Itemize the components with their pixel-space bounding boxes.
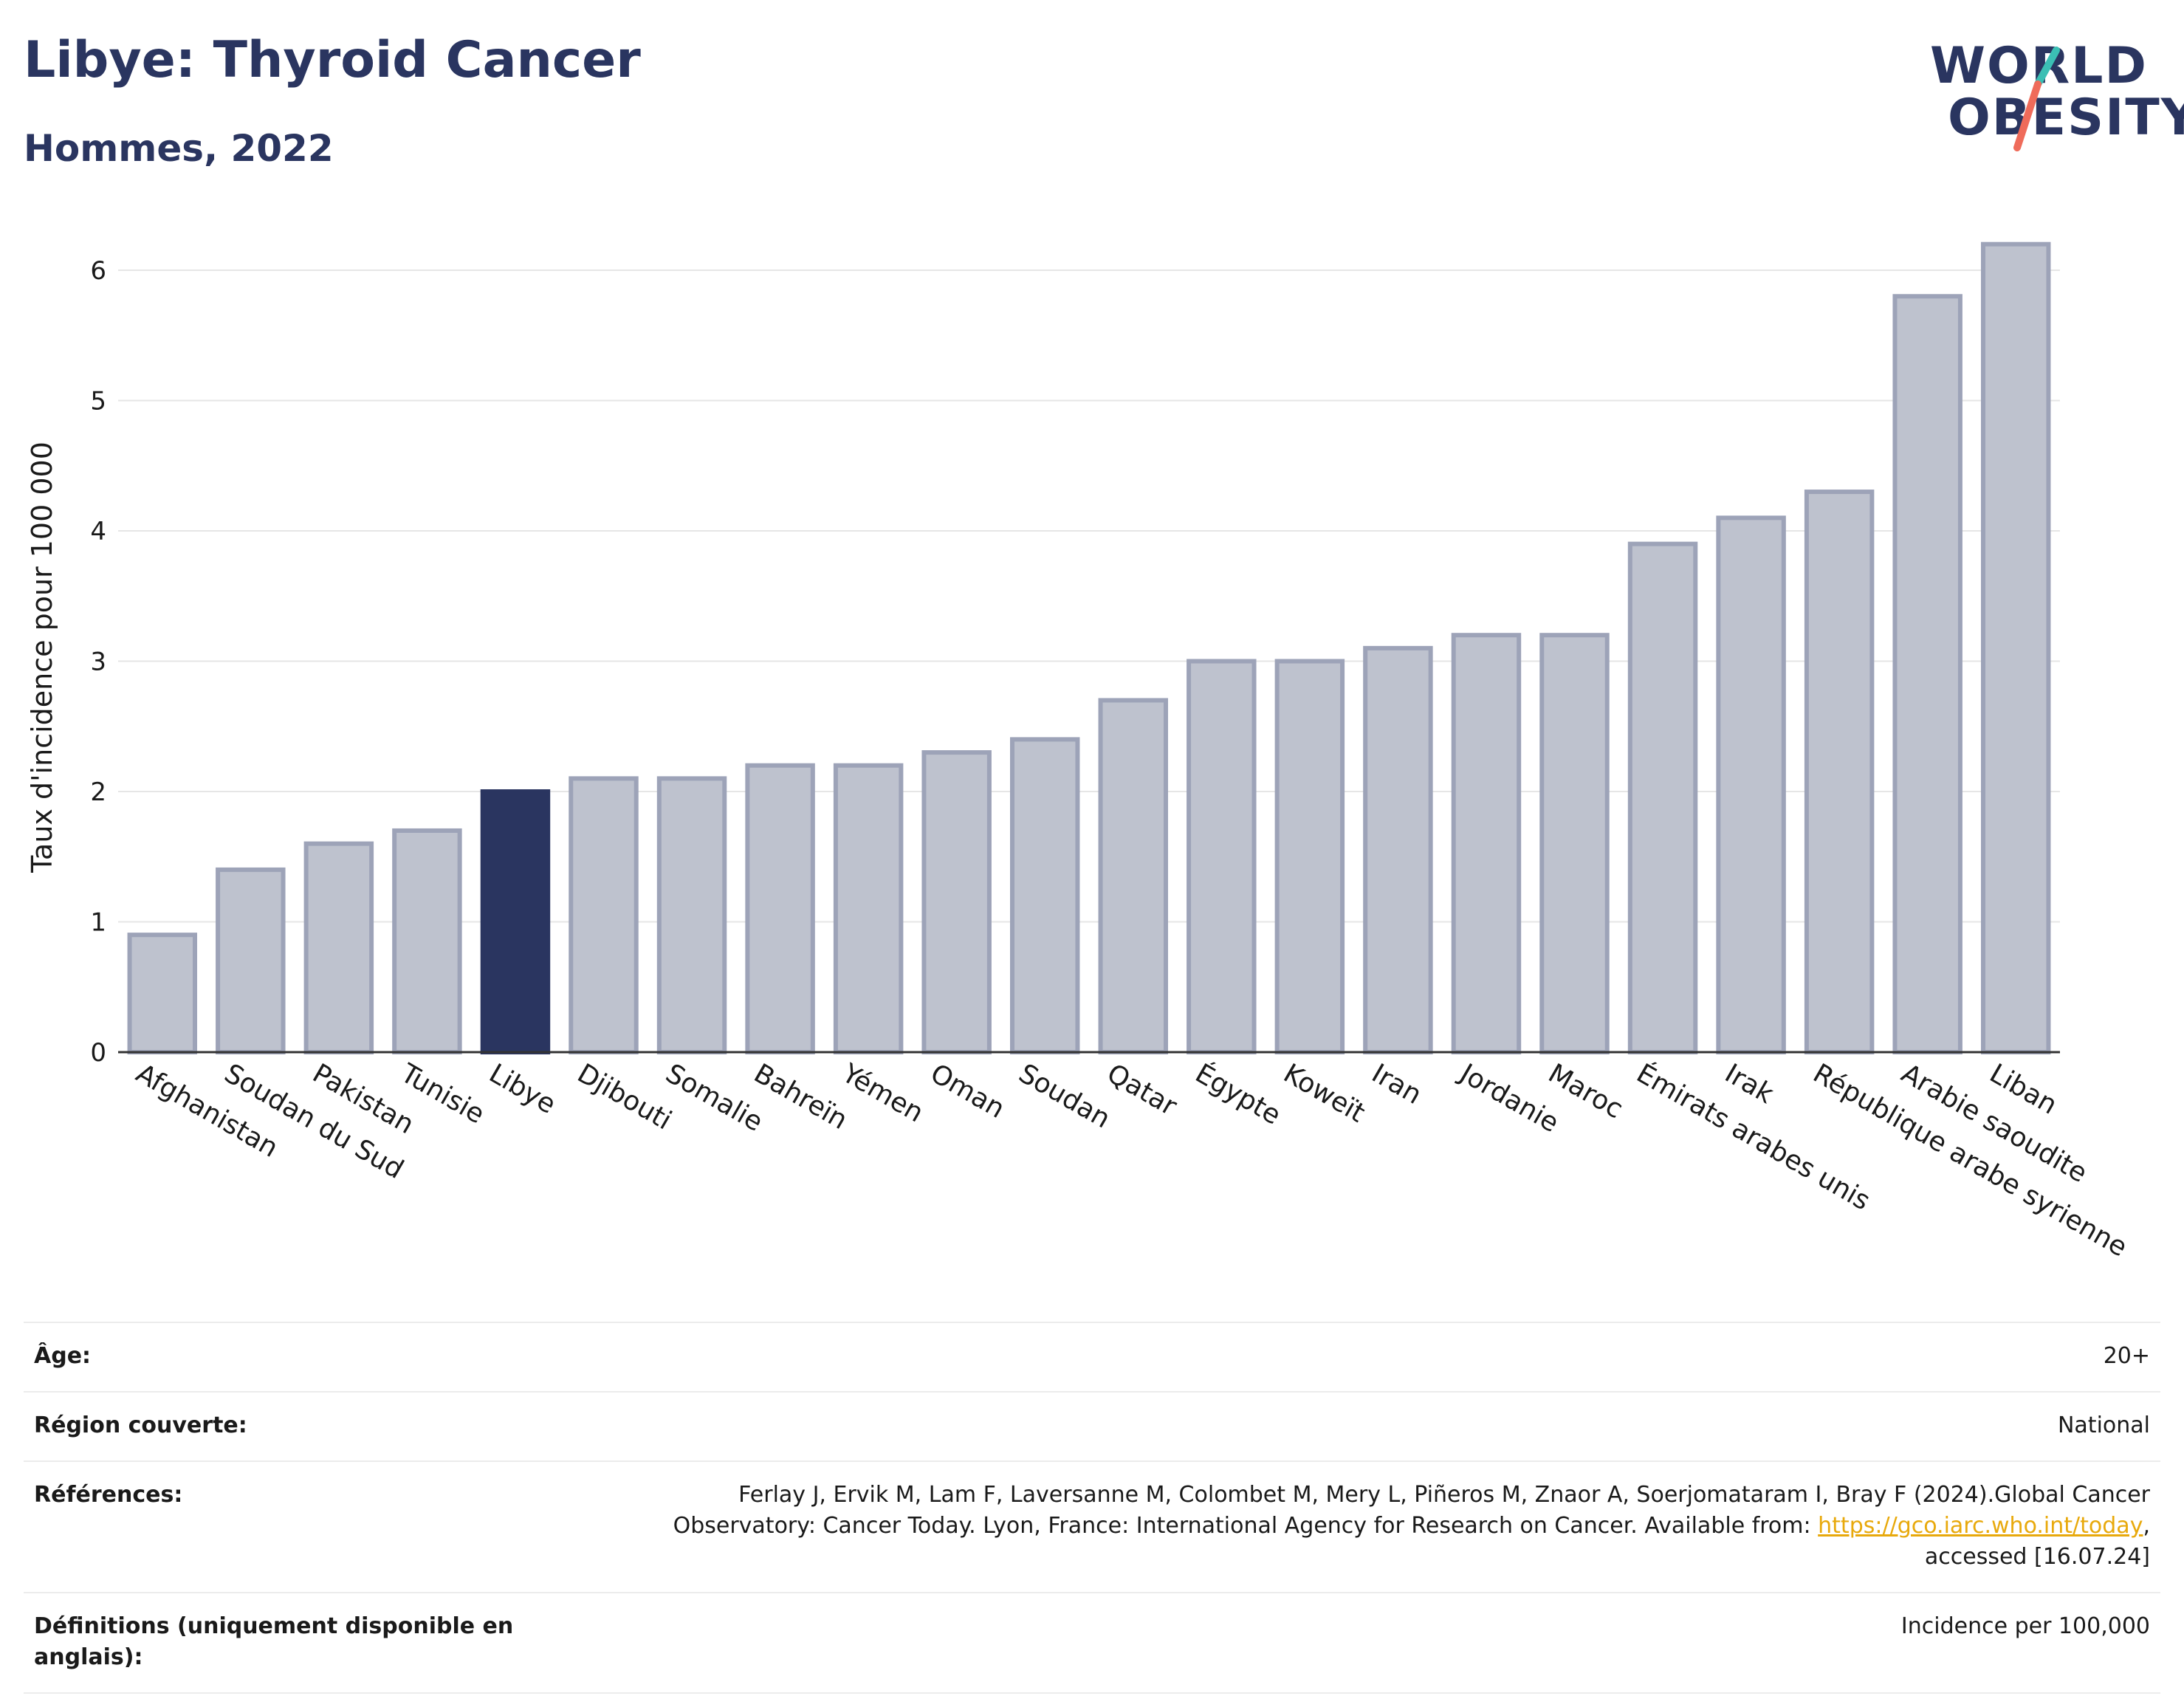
metadata-row-references: Références: Ferlay J, Ervik M, Lam F, La… [24,1460,2160,1592]
x-tick-label: Bahreïn [749,1058,852,1136]
bar-arabie-saoudite [1892,294,1962,1055]
x-tick-label: Égypte [1190,1057,1286,1130]
bars [127,241,2051,1055]
bar-somalie [656,776,727,1054]
chart-subtitle: Hommes, 2022 [24,127,334,170]
x-tick-label: Somalie [661,1058,768,1138]
bar-oman [921,750,992,1054]
definitions-label: Définitions (uniquement disponible en an… [34,1613,514,1670]
bar-tunisie [392,828,462,1054]
references-value: Ferlay J, Ervik M, Lam F, Laversanne M, … [629,1480,2150,1573]
region-value: National [2057,1412,2150,1438]
x-tick-label: Irak [1720,1058,1779,1110]
region-label: Région couverte: [34,1412,247,1438]
metadata-row-region: Région couverte: National [24,1391,2160,1460]
bar-jordanie [1451,633,1522,1054]
y-tick-label: 1 [90,908,106,938]
bar-qatar [1098,698,1169,1054]
y-tick-label: 0 [90,1038,106,1068]
x-tick-label: Jordanie [1454,1057,1564,1139]
x-tick-label: Djibouti [572,1058,676,1136]
world-obesity-logo: WORLD OBESITY [1920,22,2184,155]
x-tick-label: Soudan [1014,1058,1116,1134]
bar-liban [1980,241,2051,1055]
bar-pakistan [303,841,374,1054]
references-link[interactable]: https://gco.iarc.who.int/today [1818,1513,2143,1539]
x-tick-label: Yémen [837,1058,929,1129]
age-label: Âge: [34,1343,92,1369]
y-axis-label: Taux d'incidence pour 100 000 [26,442,58,873]
definitions-value: Incidence per 100,000 [1900,1613,2150,1639]
x-tick-label: Koweït [1278,1058,1370,1128]
bar-libye [480,789,551,1054]
logo-slash-icon [2013,47,2060,151]
metadata-row-age: Âge: 20+ [24,1322,2160,1391]
x-tick-label: Libye [484,1058,560,1120]
bar-irak [1716,515,1786,1055]
bar-soudan [1009,737,1080,1055]
bar-maroc [1539,633,1610,1054]
references-label: Références: [34,1482,183,1508]
y-tick-label: 6 [90,256,106,286]
y-tick-label: 2 [90,777,106,807]
y-tick-label: 5 [90,387,106,416]
bar-iran [1363,645,1433,1054]
metadata-row-definitions: Définitions (uniquement disponible en an… [24,1592,2160,1694]
bar-émirats-arabes-unis [1627,541,1698,1054]
y-tick-label: 3 [90,648,106,677]
x-tick-label: Oman [925,1058,1009,1125]
references-text: Ferlay J, Ervik M, Lam F, Laversanne M, … [673,1482,2150,1539]
bar-yémen [833,763,904,1054]
bar-koweït [1274,659,1345,1054]
bar-soudan-du-sud [216,867,286,1055]
bar-bahreïn [745,763,815,1054]
metadata-table: Âge: 20+ Région couverte: National Référ… [24,1322,2160,1694]
bar-djibouti [569,776,639,1054]
bar-égypte [1187,659,1257,1054]
bar-république-arabe-syrienne [1804,490,1875,1054]
y-tick-label: 4 [90,517,106,546]
references-accessed: , accessed [16.07.24] [1924,1513,2150,1570]
bar-afghanistan [127,933,198,1055]
x-tick-label: Qatar [1102,1058,1181,1122]
y-axis-ticks: 0 1 2 3 4 5 6 [90,256,106,1068]
x-tick-label: Iran [1367,1058,1426,1110]
logo-text-obesity: OBESITY [1948,89,2184,147]
age-value: 20+ [2103,1343,2150,1369]
chart-title: Libye: Thyroid Cancer [24,31,641,89]
